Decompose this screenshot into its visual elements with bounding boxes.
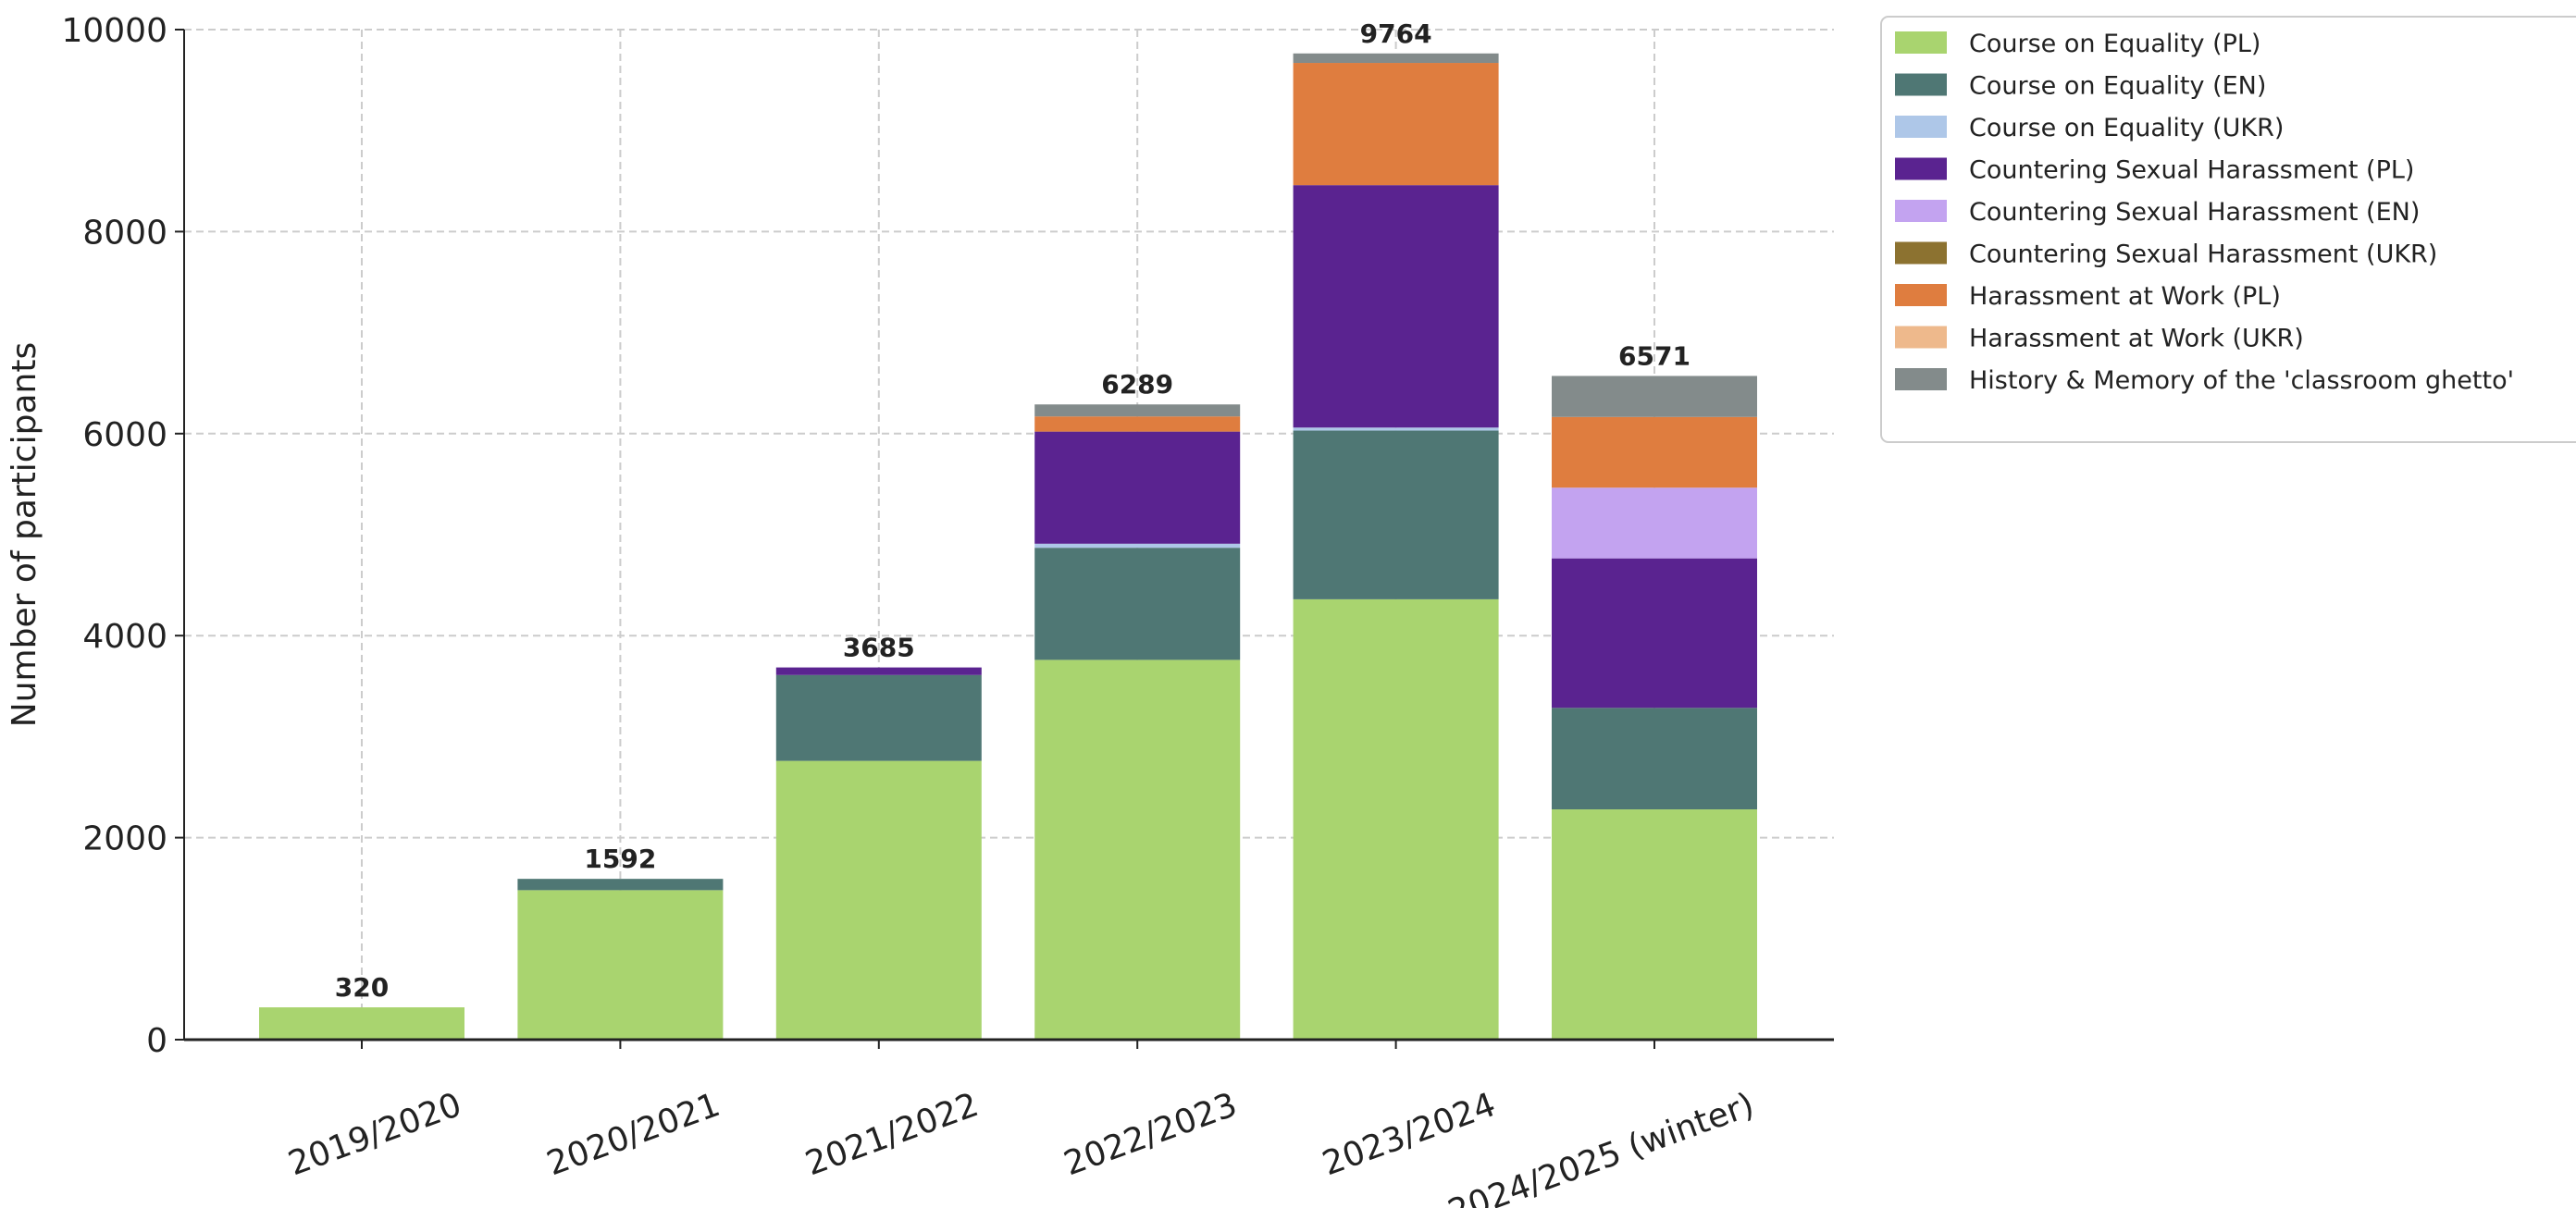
bar-segment	[517, 879, 724, 891]
total-label: 6289	[1101, 369, 1173, 400]
legend-swatch	[1895, 157, 1947, 180]
bar-segment	[1552, 416, 1757, 488]
bar-segment	[259, 1007, 464, 1040]
legend-label: History & Memory of the 'classroom ghett…	[1969, 366, 2514, 395]
legend-box	[1880, 16, 2576, 443]
legend-label: Countering Sexual Harassment (PL)	[1969, 156, 2414, 185]
legend-swatch	[1895, 200, 1947, 222]
bar-segment	[517, 890, 724, 1040]
y-tick-label: 10000	[61, 12, 167, 50]
total-label: 1592	[584, 844, 656, 874]
y-tick-label: 6000	[82, 416, 167, 454]
y-tick-label: 0	[146, 1022, 167, 1060]
legend-label: Countering Sexual Harassment (UKR)	[1969, 240, 2437, 269]
bar-segment	[1293, 63, 1499, 186]
bar-segment	[1552, 487, 1757, 559]
bar-segment	[1552, 809, 1757, 1040]
bar-segment	[1034, 416, 1241, 432]
legend-swatch	[1895, 368, 1947, 390]
legend-swatch	[1895, 284, 1947, 306]
bar-segment	[1293, 430, 1499, 599]
bar-segment	[1034, 548, 1241, 660]
y-tick-label: 8000	[82, 214, 167, 252]
total-label: 320	[335, 972, 389, 1003]
bars: 320 1592 3685 6289 9764 6571	[259, 18, 1757, 1040]
x-tick-label: 2021/2022	[800, 1086, 984, 1183]
total-label: 3685	[843, 633, 915, 663]
bar-segment	[1552, 558, 1757, 709]
total-label: 9764	[1360, 18, 1432, 49]
legend-swatch	[1895, 326, 1947, 349]
x-tick-label: 2023/2024	[1318, 1086, 1501, 1183]
legend-swatch	[1895, 241, 1947, 265]
bar-segment	[1034, 543, 1241, 549]
legend-label: Course on Equality (UKR)	[1969, 114, 2284, 142]
bar-segment	[1552, 376, 1757, 417]
bar-segment	[1293, 598, 1499, 1040]
x-tick-label: 2019/2020	[283, 1086, 466, 1183]
bar-segment	[775, 760, 982, 1040]
legend-swatch	[1895, 116, 1947, 138]
bar-segment	[775, 667, 982, 675]
bar-segment	[1034, 404, 1241, 417]
x-tick-label: 2020/2021	[542, 1086, 725, 1183]
bar-segment	[1552, 708, 1757, 810]
legend-swatch	[1895, 73, 1947, 96]
bar-segment	[1293, 427, 1499, 431]
legend-swatch	[1895, 31, 1947, 54]
legend-label: Course on Equality (EN)	[1969, 72, 2266, 101]
x-tick-label: 2022/2023	[1059, 1086, 1243, 1183]
bar-segment	[1293, 53, 1499, 64]
legend-label: Harassment at Work (PL)	[1969, 282, 2281, 311]
bar-segment	[1034, 659, 1241, 1040]
y-tick-label: 2000	[82, 820, 167, 858]
legend: Course on Equality (PL) Course on Equalit…	[1880, 16, 2576, 443]
total-label: 6571	[1618, 340, 1690, 371]
y-axis-label: Number of participants	[6, 342, 43, 727]
bar-segment	[1034, 431, 1241, 544]
legend-label: Countering Sexual Harassment (EN)	[1969, 198, 2420, 227]
legend-label: Course on Equality (PL)	[1969, 30, 2260, 58]
legend-label: Harassment at Work (UKR)	[1969, 325, 2304, 353]
y-tick-label: 4000	[82, 618, 167, 656]
bar-segment	[1293, 185, 1499, 428]
bar-segment	[775, 674, 982, 761]
